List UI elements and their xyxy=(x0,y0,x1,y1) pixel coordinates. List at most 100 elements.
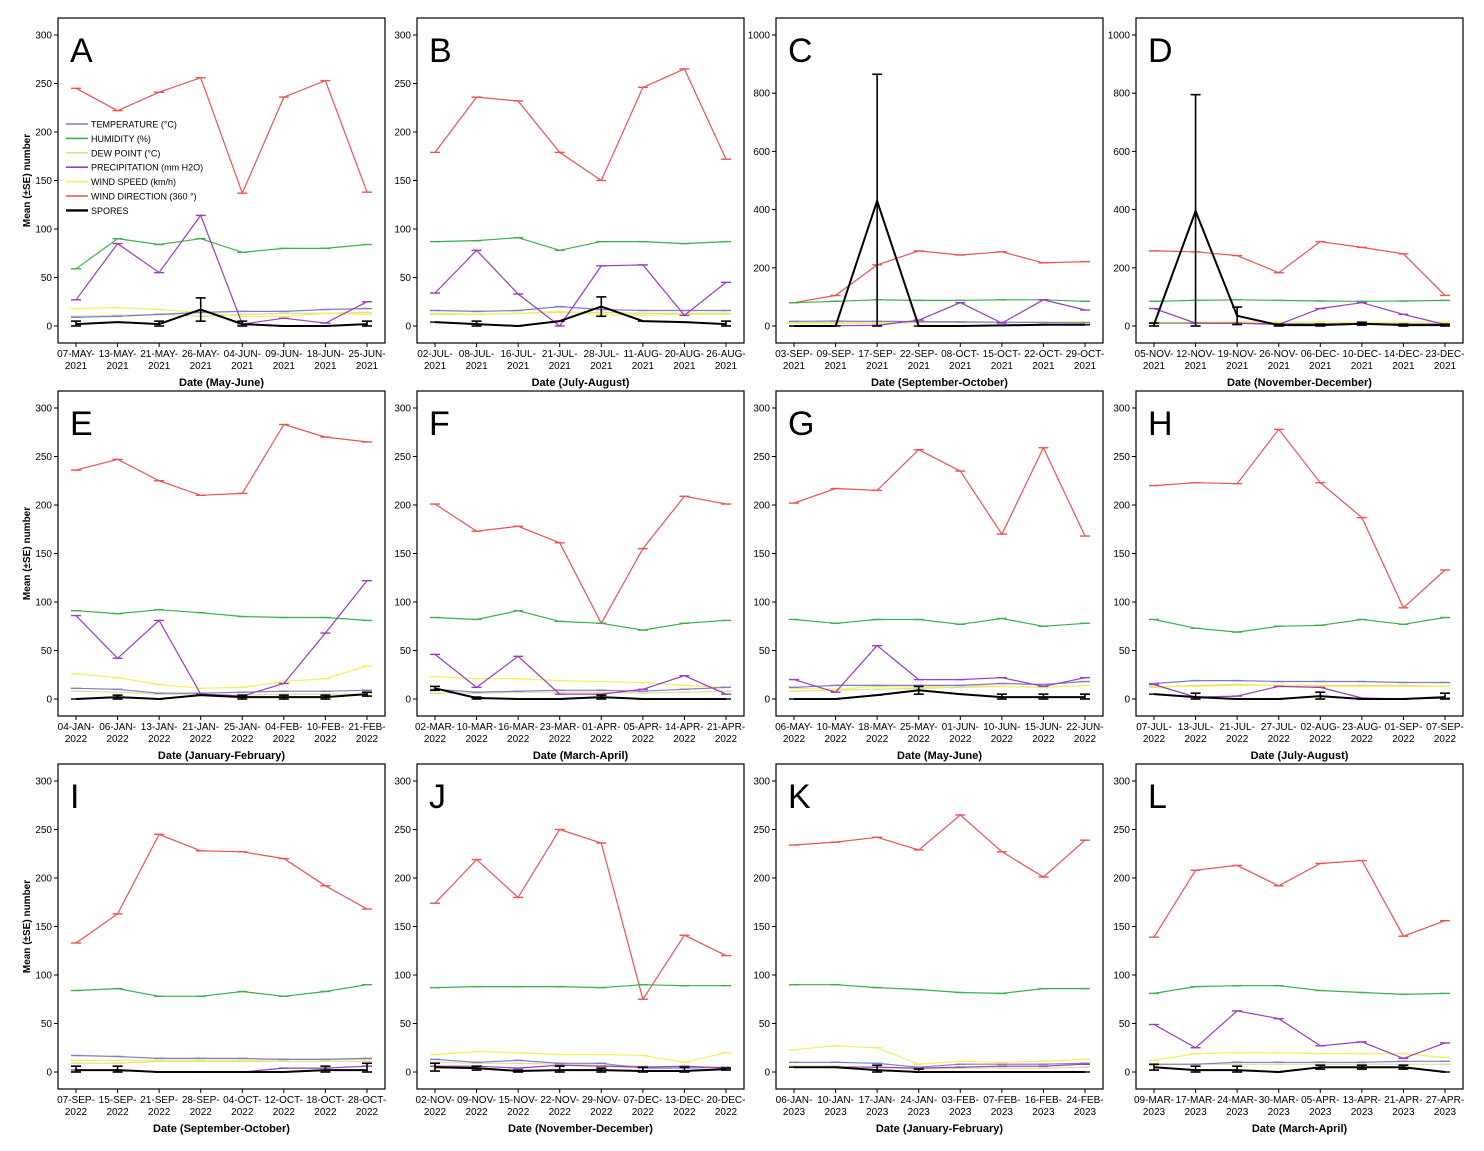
x-tick-label: 21-FEB-2022 xyxy=(348,722,385,745)
plot-frame xyxy=(1135,390,1464,717)
x-tick-label: 06-JAN-2022 xyxy=(99,722,136,745)
y-tick-label: 0 xyxy=(46,322,52,333)
y-tick-label: 50 xyxy=(400,273,412,284)
y-tick-label: 100 xyxy=(1113,598,1130,609)
series-temperature-line xyxy=(793,320,1086,324)
y-tick-label: 100 xyxy=(35,971,52,982)
y-tick-label: 50 xyxy=(41,1019,53,1030)
x-axis-title: Date (July-August) xyxy=(532,377,630,389)
panel-letter: E xyxy=(70,405,93,443)
x-tick-label: 15-JUN-2022 xyxy=(1025,722,1062,745)
x-tick-label: 24-MAR-2023 xyxy=(1217,1095,1257,1118)
plot-frame xyxy=(416,17,745,344)
y-tick-label: 200 xyxy=(394,128,411,139)
panel-letter: H xyxy=(1148,405,1173,443)
x-tick-label: 13-JAN-2022 xyxy=(141,722,178,745)
y-tick-label: 800 xyxy=(1113,89,1130,100)
plot-frame xyxy=(416,390,745,717)
x-tick-label: 29-OCT-2021 xyxy=(1066,349,1104,372)
x-tick-label: 28-OCT-2022 xyxy=(348,1095,386,1118)
x-tick-label: 14-DEC-2021 xyxy=(1384,349,1423,372)
series-winddirection-line xyxy=(1153,428,1446,609)
x-tick-label: 26-MAY-2021 xyxy=(182,349,220,372)
series-winddirection-line xyxy=(793,250,1086,304)
y-tick-label: 250 xyxy=(394,825,411,836)
x-tick-label: 09-NOV-2022 xyxy=(457,1095,496,1118)
y-tick-label: 250 xyxy=(1113,825,1130,836)
series-temperature-line xyxy=(434,305,726,313)
x-axis-title: Date (March-April) xyxy=(1252,1123,1348,1135)
plot-frame xyxy=(57,17,386,344)
x-axis-title: Date (May-June) xyxy=(179,377,264,389)
legend: TEMPERATURE (°C) HUMIDITY (%) DEW POINT (°… xyxy=(66,120,203,216)
series-spores-line xyxy=(1153,1066,1446,1074)
series-windspeed-line xyxy=(793,684,1086,690)
x-tick-label: 21-JAN-2022 xyxy=(182,722,219,745)
x-tick-label: 10-FEB-2022 xyxy=(307,722,344,745)
legend-label-temperature: TEMPERATURE (°C) xyxy=(91,120,177,130)
y-tick-label: 600 xyxy=(753,147,770,158)
x-tick-label: 12-OCT-2022 xyxy=(265,1095,303,1118)
legend-label-humidity: HUMIDITY (%) xyxy=(91,134,151,144)
y-tick-label: 300 xyxy=(1113,404,1130,415)
y-tick-label: 300 xyxy=(35,777,52,788)
series-spores-line xyxy=(794,689,1085,700)
y-tick-label: 250 xyxy=(753,452,770,463)
y-tick-label: 1000 xyxy=(1108,31,1131,42)
x-axis-title: Date (July-August) xyxy=(1251,750,1349,762)
y-tick-label: 300 xyxy=(753,777,770,788)
series-winddirection-line xyxy=(793,446,1086,537)
series-windspeed-line xyxy=(75,665,368,689)
panel-letter: C xyxy=(788,32,813,70)
y-tick-label: 150 xyxy=(753,922,770,933)
series-winddirection-line xyxy=(75,423,368,496)
x-tick-label: 10-MAY-2022 xyxy=(817,722,855,745)
x-tick-label: 02-NOV-2022 xyxy=(416,1095,455,1118)
y-tick-label: 200 xyxy=(1113,874,1130,885)
y-tick-label: 100 xyxy=(394,598,411,609)
panel-f: 0 50 100 150 200 250 300 02-MAR-202210-MAR-2022… xyxy=(394,390,745,762)
x-tick-label: 02-AUG-2022 xyxy=(1301,722,1340,745)
panel-letter: F xyxy=(429,405,450,443)
series-humidity-line xyxy=(75,238,368,270)
y-tick-label: 0 xyxy=(405,322,411,333)
panel-c: 0200400600800100003-SEP-202109-SEP-20211… xyxy=(748,17,1104,389)
x-tick-label: 11-AUG-2021 xyxy=(623,349,662,372)
series-windspeed-line xyxy=(434,676,727,688)
series-humidity-line xyxy=(1153,299,1446,302)
x-axis-title: Date (January-February) xyxy=(158,750,285,762)
y-tick-label: 150 xyxy=(35,176,52,187)
legend-label-dewpoint: DEW POINT (°C) xyxy=(91,148,160,158)
x-tick-label: 06-MAY-2022 xyxy=(775,722,813,745)
x-tick-label: 10-DEC-2021 xyxy=(1342,349,1381,372)
y-tick-label: 1000 xyxy=(748,31,771,42)
plot-frame xyxy=(416,763,745,1090)
x-tick-label: 21-JUL-2021 xyxy=(542,349,578,372)
x-tick-label: 18-OCT-2022 xyxy=(306,1095,344,1118)
series-humidity-line xyxy=(434,237,727,251)
x-axis-title: Date (March-April) xyxy=(533,750,629,762)
y-tick-label: 50 xyxy=(400,646,412,657)
x-tick-label: 06-DEC-2021 xyxy=(1301,349,1340,372)
series-spores-line xyxy=(75,693,368,701)
x-tick-label: 05-APR-2022 xyxy=(624,722,662,745)
legend-label-precipitation: PRECIPITATION (mm H2O) xyxy=(91,163,203,173)
y-tick-label: 800 xyxy=(753,89,770,100)
series-humidity-line xyxy=(1153,616,1446,633)
y-tick-label: 150 xyxy=(394,176,411,187)
y-tick-label: 300 xyxy=(394,777,411,788)
x-axis-title: Date (November-December) xyxy=(1227,377,1372,389)
y-tick-label: 100 xyxy=(394,971,411,982)
y-tick-label: 400 xyxy=(753,205,770,216)
y-tick-label: 100 xyxy=(35,225,52,236)
x-tick-label: 17-MAR-2023 xyxy=(1176,1095,1216,1118)
plot-frame xyxy=(775,390,1104,717)
series-winddirection-line xyxy=(434,68,727,182)
series-precipitation-line xyxy=(434,249,727,327)
series-temperature-line xyxy=(794,1061,1086,1068)
x-tick-label: 05-APR-2023 xyxy=(1301,1095,1339,1118)
y-tick-label: 150 xyxy=(394,549,411,560)
series-temperature-line xyxy=(793,680,1086,688)
x-tick-label: 17-JAN-2023 xyxy=(859,1095,896,1118)
